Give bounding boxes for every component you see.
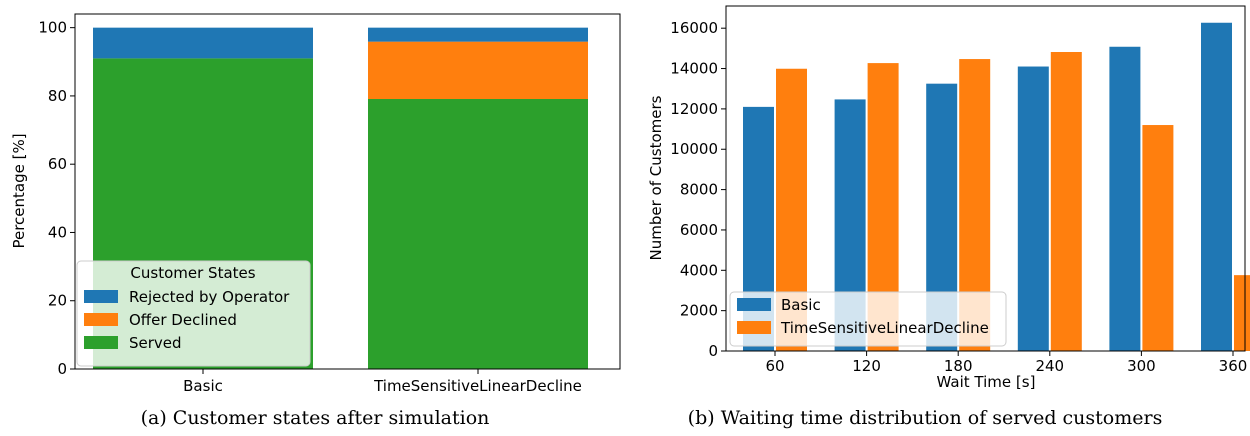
legend-swatch: [737, 298, 771, 311]
legend-label: Rejected by Operator: [129, 288, 290, 306]
chart-a-caption: (a) Customer states after simulation: [141, 407, 490, 429]
legend-box: [76, 260, 311, 367]
legend-label: TimeSensitiveLinearDecline: [780, 319, 989, 337]
chart-a-legend: Customer States Rejected by Operator Offer…: [76, 260, 311, 367]
bar-basic-3: [1017, 66, 1049, 352]
y-tick-label: 12000: [670, 100, 718, 118]
chart-b-xlabel: Wait Time [s]: [937, 373, 1036, 391]
y-tick-label: 20: [48, 292, 67, 310]
legend-swatch: [84, 313, 118, 326]
y-tick-label: 0: [708, 342, 718, 360]
y-tick-label: 0: [57, 360, 67, 378]
legend-label: Offer Declined: [129, 311, 237, 329]
y-tick-label: 8000: [680, 181, 718, 199]
y-tick-label: 4000: [680, 261, 718, 279]
y-tick-label: 14000: [670, 60, 718, 78]
bar-basic-5: [1201, 22, 1232, 352]
bar-timesensitive-4: [1142, 125, 1174, 351]
x-tick-label: 60: [765, 357, 784, 375]
chart-a-xticks: Basic TimeSensitiveLinearDecline: [183, 369, 582, 395]
x-tick-label: 360: [1219, 357, 1248, 375]
chart-b-frame: [725, 5, 1246, 352]
chart-customer-states: 0 20 40 60 80 100 Basic TimeSensitiveLinearDec…: [10, 13, 621, 429]
bar-timesensitive-5: [1234, 275, 1250, 351]
bar-offer-declined-1: [368, 41, 588, 99]
y-tick-label: 80: [48, 87, 67, 105]
legend-swatch: [84, 336, 118, 349]
chart-b-legend: Basic TimeSensitiveLinearDecline: [729, 291, 1007, 347]
y-tick-label: 6000: [680, 221, 718, 239]
chart-b-caption: (b) Waiting time distribution of served …: [688, 407, 1163, 429]
y-tick-label: 2000: [680, 302, 718, 320]
bar-basic-4: [1109, 46, 1141, 351]
legend-label: Basic: [781, 296, 821, 314]
bar-served-1: [368, 98, 588, 370]
bar-rejected-by-operator-1: [368, 27, 588, 42]
chart-waiting-time: 0 2000 4000 6000 8000 10000 12000 14000 16000 60…: [647, 5, 1250, 429]
legend-title: Customer States: [130, 264, 255, 282]
chart-a-yticks: 0 20 40 60 80 100: [38, 19, 75, 378]
x-tick-label: Basic: [183, 377, 223, 395]
bar-timesensitive-3: [1050, 52, 1082, 351]
legend-swatch: [84, 290, 118, 303]
legend-label: Served: [129, 334, 182, 352]
bar-rejected-by-operator-0: [93, 27, 313, 59]
x-tick-label: 300: [1127, 357, 1156, 375]
x-tick-label: TimeSensitiveLinearDecline: [373, 377, 582, 395]
y-tick-label: 16000: [670, 19, 718, 37]
chart-a-frame: [74, 13, 621, 370]
chart-b-yticks: 0 2000 4000 6000 8000 10000 12000 14000 16000: [670, 19, 726, 360]
chart-b-xticks: 60 120 180 240 300 360: [765, 351, 1247, 375]
chart-b-ylabel: Number of Customers: [647, 95, 665, 260]
y-tick-label: 60: [48, 155, 67, 173]
chart-a-ylabel: Percentage [%]: [10, 133, 28, 248]
y-tick-label: 40: [48, 223, 67, 241]
x-tick-label: 180: [944, 357, 973, 375]
legend-swatch: [737, 321, 771, 334]
x-tick-label: 120: [852, 357, 881, 375]
y-tick-label: 10000: [670, 140, 718, 158]
x-tick-label: 240: [1035, 357, 1064, 375]
chart-a-bars: [93, 27, 588, 370]
y-tick-label: 100: [38, 19, 67, 37]
legend-box: [729, 291, 1007, 347]
